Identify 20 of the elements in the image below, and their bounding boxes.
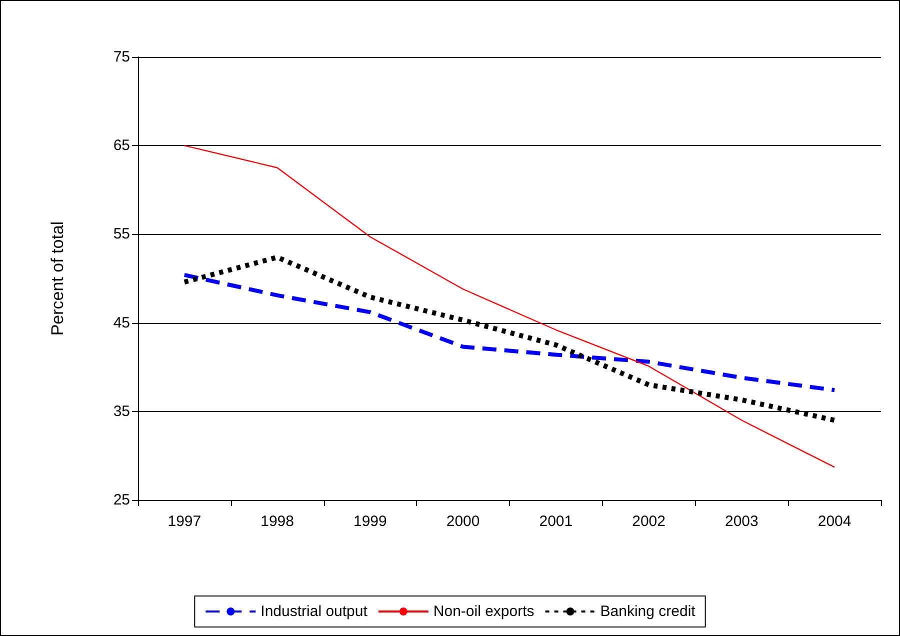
x-tick-label: 2001 — [539, 513, 573, 530]
x-tick-label: 2002 — [632, 513, 666, 530]
line-series — [182, 272, 837, 392]
y-tick-label: 55 — [113, 226, 130, 243]
line-series — [184, 145, 836, 468]
x-tick-label: 1999 — [354, 513, 387, 530]
legend-label: Industrial output — [260, 603, 368, 620]
x-tick-label: 1998 — [260, 513, 294, 530]
y-axis-title: Percent of total — [48, 221, 67, 336]
x-tick-label: 2003 — [725, 513, 758, 530]
legend-label: Non-oil exports — [433, 603, 534, 620]
y-tick-label: 35 — [113, 402, 130, 420]
x-tick-label: 1997 — [168, 513, 202, 530]
x-tick-label: 2000 — [446, 513, 480, 530]
y-tick-label: 45 — [113, 314, 130, 332]
y-tick-label: 25 — [113, 492, 130, 508]
x-tick-label: 2004 — [818, 513, 852, 530]
legend-label: Banking credit — [600, 603, 696, 620]
y-tick-label: 65 — [113, 137, 130, 154]
y-tick-label: 75 — [113, 48, 130, 66]
